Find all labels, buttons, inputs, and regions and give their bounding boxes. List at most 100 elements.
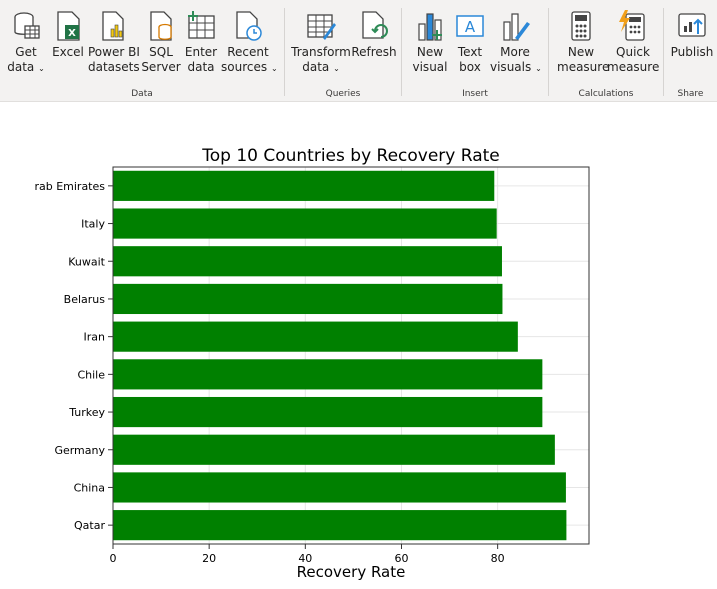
refresh-button[interactable]: Refresh xyxy=(351,10,397,60)
transform-label-2: data xyxy=(302,60,330,74)
calculations-group: New measure Quick measure Calculations xyxy=(549,0,663,101)
queries-group: Transform data ⌄ Refresh Queries xyxy=(285,0,401,101)
bar-chart: Top 10 Countries by Recovery Rate Qatar C… xyxy=(34,146,590,581)
excel-button[interactable]: X Excel xyxy=(50,10,86,60)
divider xyxy=(401,8,402,96)
bar xyxy=(113,283,503,315)
sql-label: SQL xyxy=(149,45,173,59)
new-visual-button[interactable]: New visual xyxy=(410,10,450,75)
chevron-down-icon: ⌄ xyxy=(270,64,278,73)
x-tick-label: 80 xyxy=(491,552,505,565)
y-tick-label: Turkey xyxy=(68,406,105,419)
powerbi-label-2: datasets xyxy=(88,60,140,74)
y-tick-labels: Qatar China Germany Turkey Chile Iran Belarus K… xyxy=(34,180,113,532)
quick-measure-icon xyxy=(619,10,645,41)
divider xyxy=(284,8,285,96)
sql-server-icon xyxy=(150,11,172,41)
new-visual-icon xyxy=(418,13,442,41)
chevron-down-icon: ⌄ xyxy=(333,64,340,73)
new-visual-label: New xyxy=(416,45,444,59)
bar xyxy=(113,510,567,541)
chevron-down-icon: ⌄ xyxy=(535,64,542,73)
recent-label: Recent xyxy=(227,45,269,59)
recent-sources-icon xyxy=(236,11,262,41)
text-box-button[interactable]: A Text box xyxy=(452,10,488,75)
bar xyxy=(113,170,495,201)
divider xyxy=(548,8,549,96)
transform-icon xyxy=(307,14,336,40)
bar xyxy=(113,434,555,465)
bar xyxy=(113,359,543,390)
svg-text:X: X xyxy=(68,28,76,39)
share-group: Publish Share xyxy=(664,0,717,101)
calculator-icon xyxy=(571,11,591,41)
transform-data-button[interactable]: Transform data ⌄ xyxy=(291,10,351,76)
y-tick-label: Iran xyxy=(84,331,106,344)
new-measure-label: New xyxy=(567,45,595,59)
bar xyxy=(113,321,518,352)
y-tick-label: Belarus xyxy=(64,293,106,306)
get-data-label-2: data xyxy=(7,60,35,74)
new-measure-button[interactable]: New measure xyxy=(557,10,610,75)
chart-title: Top 10 Countries by Recovery Rate xyxy=(201,146,500,166)
get-data-label: Get xyxy=(15,45,37,59)
x-tick-label: 20 xyxy=(202,552,216,565)
enter-data-label-2: data xyxy=(187,60,215,74)
text-box-icon: A xyxy=(456,15,484,37)
chart-visual[interactable]: Top 10 Countries by Recovery Rate Qatar C… xyxy=(0,101,717,585)
enter-data-label: Enter xyxy=(184,45,218,59)
refresh-label: Refresh xyxy=(351,45,397,59)
powerbi-label: Power BI xyxy=(88,45,140,59)
excel-icon: X xyxy=(57,11,80,41)
sql-label-2: Server xyxy=(141,60,181,74)
x-ticks: 0 20 40 60 80 xyxy=(110,544,505,565)
powerbi-datasets-button[interactable]: Power BI datasets xyxy=(88,10,140,75)
x-tick-label: 40 xyxy=(298,552,312,565)
calculations-group-label: Calculations xyxy=(578,89,634,99)
text-box-label: Text xyxy=(457,45,483,59)
bars xyxy=(113,170,567,541)
x-tick-label: 0 xyxy=(110,552,117,565)
y-tick-label: Qatar xyxy=(74,519,105,532)
more-visuals-label: More xyxy=(500,45,530,59)
new-visual-label-2: visual xyxy=(412,60,448,74)
dataset-icon xyxy=(102,11,124,41)
y-tick-label: Kuwait xyxy=(68,255,105,268)
insert-group-label: Insert xyxy=(462,89,488,99)
publish-label: Publish xyxy=(670,45,714,59)
svg-text:A: A xyxy=(465,18,476,36)
divider xyxy=(663,8,664,96)
quick-measure-label: Quick xyxy=(616,45,650,59)
data-group-label: Data xyxy=(131,89,153,99)
more-visuals-button[interactable]: More visuals ⌄ xyxy=(490,10,542,76)
insert-group: New visual A Text box More visuals ⌄ Ins… xyxy=(402,0,548,101)
share-group-label: Share xyxy=(677,89,704,99)
ribbon: Get data ⌄ X Excel Power BI datasets xyxy=(0,0,717,102)
quick-measure-label-2: measure xyxy=(607,60,660,74)
bar xyxy=(113,246,502,277)
data-group: Get data ⌄ X Excel Power BI datasets xyxy=(0,0,284,101)
quick-measure-button[interactable]: Quick measure xyxy=(607,10,659,75)
bar xyxy=(113,472,566,503)
y-tick-label: Chile xyxy=(77,368,105,381)
bar xyxy=(113,396,543,428)
y-tick-label: Italy xyxy=(81,218,105,231)
database-icon xyxy=(14,12,40,39)
new-measure-label-2: measure xyxy=(557,60,610,74)
text-box-label-2: box xyxy=(459,60,481,74)
sql-server-button[interactable]: SQL Server xyxy=(141,10,181,75)
recent-label-2: sources xyxy=(221,60,268,74)
y-tick-label: Germany xyxy=(54,444,105,457)
publish-icon xyxy=(678,13,706,37)
publish-button[interactable]: Publish xyxy=(670,10,714,60)
more-visuals-label-2: visuals xyxy=(490,60,532,74)
get-data-button[interactable]: Get data ⌄ xyxy=(4,10,48,76)
recent-sources-button[interactable]: Recent sources ⌄ xyxy=(221,10,278,76)
chevron-down-icon: ⌄ xyxy=(38,64,45,73)
excel-label: Excel xyxy=(52,45,84,59)
refresh-icon xyxy=(362,11,388,39)
more-visuals-icon xyxy=(503,13,530,41)
transform-label: Transform xyxy=(291,45,351,59)
plot-frame xyxy=(112,166,590,545)
enter-data-button[interactable]: Enter data xyxy=(182,10,220,75)
